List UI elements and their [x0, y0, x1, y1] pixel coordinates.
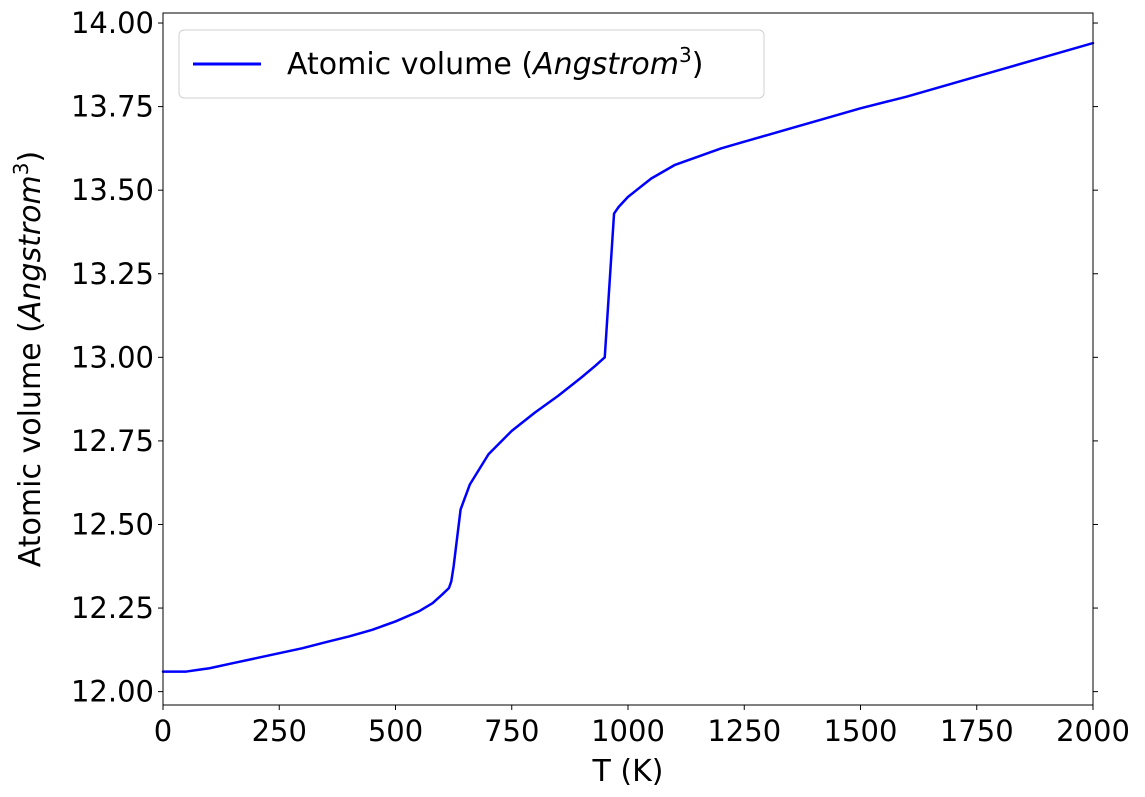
- x-ticks: 0 250 500 750 1000 1250 1500 1750 2000: [154, 705, 1130, 748]
- x-tick-label: 1250: [707, 714, 781, 748]
- y-tick-label: 12.25: [71, 591, 154, 625]
- y-tick-label: 13.25: [71, 257, 154, 291]
- y-tick-label: 12.00: [71, 675, 154, 709]
- x-tick-label: 1500: [824, 714, 898, 748]
- x-axis-title: T (K): [592, 754, 664, 789]
- x-tick-label: 0: [154, 714, 172, 748]
- x-tick-label: 1750: [940, 714, 1014, 748]
- y-axis-title: Atomic volume (Angstrom3): [9, 151, 48, 567]
- x-tick-label: 500: [368, 714, 423, 748]
- y-axis-title-italic: Angstrom: [13, 175, 48, 323]
- y-tick-label: 13.00: [71, 340, 154, 374]
- legend-label-sup: 3: [679, 43, 692, 67]
- y-tick-label: 12.75: [71, 424, 154, 458]
- y-axis-title-prefix: Atomic volume (: [13, 321, 48, 567]
- series-line-atomic-volume: [161, 41, 1095, 673]
- y-axis-title-suffix: ): [13, 151, 48, 163]
- x-tick-label: 750: [484, 714, 539, 748]
- legend-label-atomic-volume: Atomic volume (Angstrom3): [287, 43, 703, 82]
- series-layer: [161, 41, 1095, 673]
- y-tick-label: 14.00: [71, 6, 154, 40]
- x-tick-label: 250: [252, 714, 307, 748]
- y-axis-title-sup: 3: [9, 163, 33, 176]
- x-tick-label: 2000: [1056, 714, 1130, 748]
- legend-label-italic: Angstrom: [531, 47, 679, 82]
- y-ticks: 12.00 12.25 12.50 12.75 13.00 13.25 13.50 13.75…: [71, 6, 1098, 709]
- legend-box: [178, 29, 765, 99]
- legend-label-prefix: Atomic volume (: [287, 47, 533, 82]
- y-tick-label: 13.75: [71, 90, 154, 124]
- x-tick-label: 1000: [591, 714, 665, 748]
- legend-label-suffix: ): [692, 47, 704, 82]
- y-tick-label: 12.50: [71, 507, 154, 541]
- plot-area: [163, 13, 1093, 705]
- legend: Atomic volume (Angstrom3): [178, 29, 765, 99]
- y-tick-label: 13.50: [71, 173, 154, 207]
